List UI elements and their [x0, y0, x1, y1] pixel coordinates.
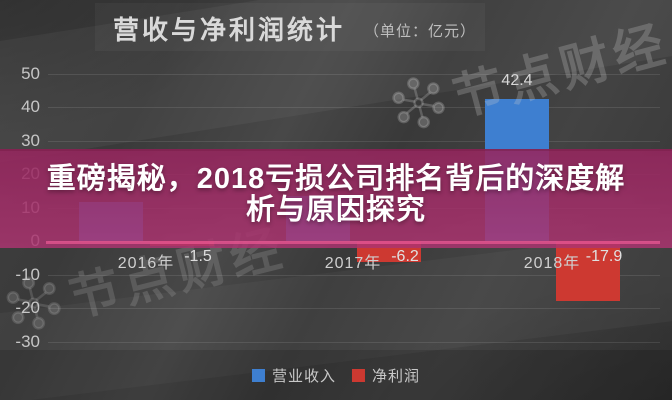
y-axis-tick-label: 30 — [21, 130, 40, 150]
y-axis-tick-label: 40 — [21, 97, 40, 116]
legend-swatch-revenue — [251, 369, 265, 382]
y-axis-tick-label: -20 — [15, 298, 40, 317]
chart-unit-label: （单位：亿元） — [364, 24, 477, 40]
y-axis-tick-label: 50 — [21, 63, 40, 83]
revenue-value-label: 42.4 — [501, 71, 533, 89]
chart-title: 营收与净利润统计 — [113, 16, 346, 45]
legend-swatch-netprofit — [352, 369, 365, 382]
headline-line1: 重磅揭秘，2018亏损公司排名背后的深度解 — [46, 163, 626, 195]
legend-label-netprofit: 净利润 — [372, 368, 421, 385]
headline-line2: 析与原因探究 — [245, 194, 426, 226]
netprofit-value-label: -6.2 — [391, 248, 419, 265]
tinted-zero-axis-line — [46, 241, 660, 244]
gridline--10 — [48, 274, 660, 276]
netprofit-bar-2018年 — [556, 241, 620, 301]
title-backplate — [95, 3, 485, 51]
x-axis-category-label: 2016年 — [117, 255, 175, 272]
gridline-30 — [48, 140, 660, 142]
x-axis-category-label: 2017年 — [324, 255, 382, 272]
headline-overlay: 重磅揭秘，2018亏损公司排名背后的深度解 析与原因探究 — [0, 149, 672, 248]
x-axis-category-label: 2018年 — [523, 255, 581, 272]
netprofit-value-label: -1.5 — [184, 248, 212, 265]
y-axis-tick-label: -30 — [15, 331, 40, 351]
legend-label-revenue: 营业收入 — [271, 368, 336, 385]
gridline-40 — [48, 107, 660, 108]
legend-item-revenue: 营业收入 — [251, 365, 336, 386]
netprofit-value-label: -17.9 — [585, 248, 623, 265]
gridline--30 — [48, 341, 660, 343]
gridline-50 — [48, 73, 660, 75]
chart-legend: 营业收入 净利润 — [251, 365, 420, 386]
legend-item-netprofit: 净利润 — [352, 365, 420, 386]
y-axis-tick-label: -10 — [15, 264, 40, 284]
gridline--20 — [48, 308, 660, 309]
